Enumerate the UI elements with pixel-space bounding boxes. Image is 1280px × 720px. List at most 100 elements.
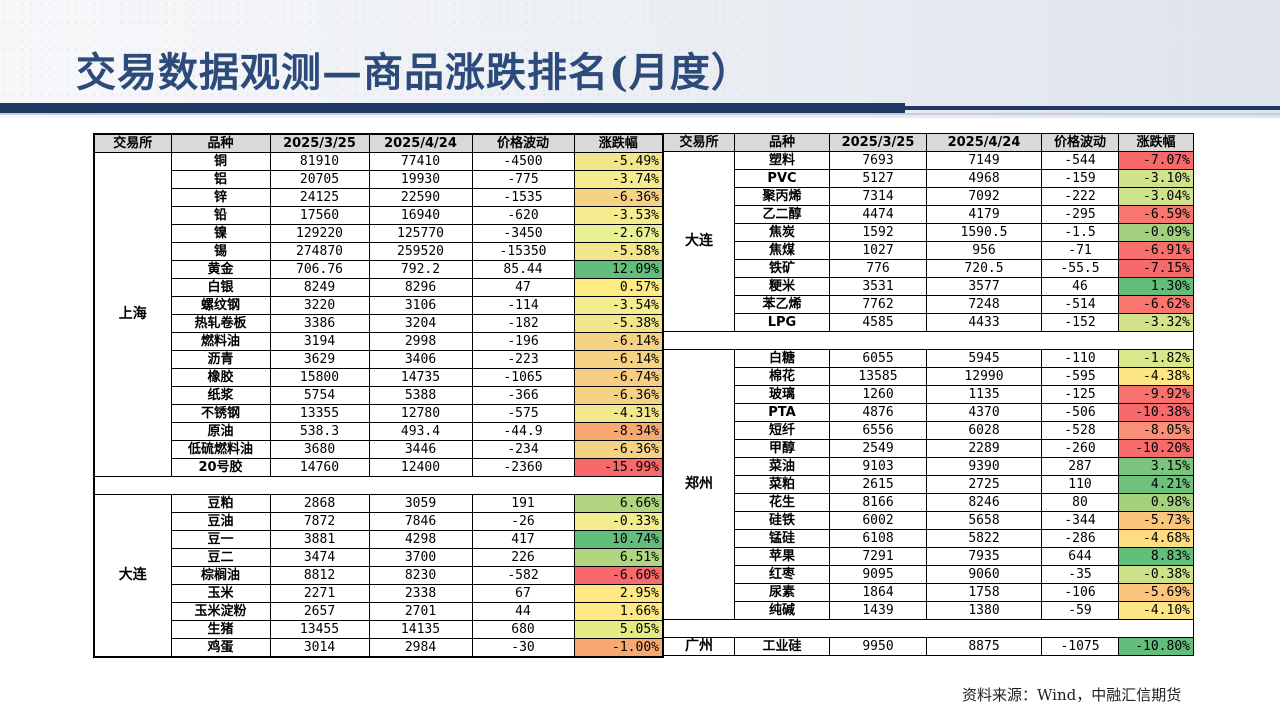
table-row: 菜油 9103 9390 287 3.15% — [664, 457, 1194, 476]
price-end-cell: 9060 — [926, 565, 1042, 584]
table-row: 豆一 3881 4298 417 10.74% — [94, 530, 664, 549]
pct-change-cell: -3.04% — [1118, 187, 1194, 206]
variety-cell: 豆油 — [170, 512, 271, 531]
variety-cell: 铝 — [170, 170, 271, 189]
variety-cell: 短纤 — [734, 421, 830, 440]
price-start-cell: 20705 — [269, 170, 370, 189]
price-end-cell: 4370 — [926, 403, 1042, 422]
price-change-cell: -3450 — [471, 224, 575, 243]
price-change-cell: 287 — [1041, 457, 1119, 476]
price-end-cell: 14135 — [368, 620, 473, 639]
price-end-cell: 6028 — [926, 421, 1042, 440]
variety-cell: 硅铁 — [734, 511, 830, 530]
variety-cell: PTA — [734, 403, 830, 422]
variety-cell: 棉花 — [734, 367, 830, 386]
header-exchange: 交易所 — [663, 133, 735, 152]
pct-change-cell: -6.14% — [573, 332, 664, 351]
price-start-cell: 706.76 — [269, 260, 370, 279]
pct-change-cell: 8.83% — [1118, 547, 1194, 566]
price-start-cell: 8249 — [269, 278, 370, 297]
table-row: 热轧卷板 3386 3204 -182 -5.38% — [94, 314, 664, 333]
price-end-cell: 493.4 — [368, 422, 473, 441]
table-row: LPG 4585 4433 -152 -3.32% — [664, 313, 1194, 332]
price-end-cell: 3106 — [368, 296, 473, 315]
price-change-cell: -114 — [471, 296, 575, 315]
price-end-cell: 1380 — [926, 601, 1042, 620]
price-end-cell: 4179 — [926, 205, 1042, 224]
pct-change-cell: -0.09% — [1118, 223, 1194, 242]
pct-change-cell: -3.32% — [1118, 313, 1194, 332]
table-row: 郑州 白糖 6055 5945 -110 -1.82% — [663, 349, 1194, 620]
variety-cell: 菜油 — [734, 457, 830, 476]
price-change-cell: -1.5 — [1041, 223, 1119, 242]
table-row: PVC 5127 4968 -159 -3.10% — [664, 169, 1194, 188]
header-texture — [0, 0, 1280, 118]
price-start-cell: 3386 — [269, 314, 370, 333]
price-start-cell: 274870 — [269, 242, 370, 261]
price-change-cell: 80 — [1041, 493, 1119, 512]
pct-change-cell: -8.34% — [573, 422, 664, 441]
price-change-cell: 47 — [471, 278, 575, 297]
table-header-row: 交易所 品种 2025/3/25 2025/4/24 价格波动 涨跌幅 — [663, 133, 1194, 152]
table-row: 乙二醇 4474 4179 -295 -6.59% — [664, 205, 1194, 224]
pct-change-cell: 6.66% — [573, 494, 664, 513]
pct-change-cell: -5.69% — [1118, 583, 1194, 602]
price-end-cell: 7092 — [926, 187, 1042, 206]
pct-change-cell: -6.91% — [1118, 241, 1194, 260]
variety-cell: 锌 — [170, 188, 271, 207]
price-start-cell: 14760 — [269, 458, 370, 477]
pct-change-cell: -6.14% — [573, 350, 664, 369]
price-change-cell: -152 — [1041, 313, 1119, 332]
price-end-cell: 3700 — [368, 548, 473, 567]
pct-change-cell: -15.99% — [573, 458, 664, 477]
pct-change-cell: 6.51% — [573, 548, 664, 567]
price-change-cell: -344 — [1041, 511, 1119, 530]
variety-cell: 焦煤 — [734, 241, 830, 260]
table-row: 短纤 6556 6028 -528 -8.05% — [664, 421, 1194, 440]
table-row: 白银 8249 8296 47 0.57% — [94, 278, 664, 297]
table-row: 菜粕 2615 2725 110 4.21% — [664, 475, 1194, 494]
price-change-cell: -71 — [1041, 241, 1119, 260]
pct-change-cell: -3.54% — [573, 296, 664, 315]
price-change-cell: 226 — [471, 548, 575, 567]
table-row: 花生 8166 8246 80 0.98% — [664, 493, 1194, 512]
price-start-cell: 13355 — [269, 404, 370, 423]
price-start-cell: 7314 — [829, 187, 927, 206]
table-row: 低硫燃料油 3680 3446 -234 -6.36% — [94, 440, 664, 459]
price-change-cell: -2360 — [471, 458, 575, 477]
exchange-cell: 上海 — [93, 152, 172, 477]
header-background — [0, 0, 1280, 118]
price-start-cell: 3881 — [269, 530, 370, 549]
variety-cell: 豆一 — [170, 530, 271, 549]
price-end-cell: 3204 — [368, 314, 473, 333]
price-start-cell: 3531 — [829, 277, 927, 296]
price-start-cell: 776 — [829, 259, 927, 278]
price-change-cell: -106 — [1041, 583, 1119, 602]
price-change-cell: -30 — [471, 638, 575, 658]
price-end-cell: 7935 — [926, 547, 1042, 566]
pct-change-cell: -7.07% — [1118, 151, 1194, 170]
variety-cell: 铜 — [170, 152, 271, 171]
price-change-cell: -595 — [1041, 367, 1119, 386]
variety-cell: 生猪 — [170, 620, 271, 639]
price-end-cell: 4968 — [926, 169, 1042, 188]
variety-cell: 玉米 — [170, 584, 271, 603]
price-start-cell: 13585 — [829, 367, 927, 386]
table-row: 铅 17560 16940 -620 -3.53% — [94, 206, 664, 225]
price-start-cell: 6002 — [829, 511, 927, 530]
price-start-cell: 1864 — [829, 583, 927, 602]
price-start-cell: 15800 — [269, 368, 370, 387]
price-end-cell: 5945 — [926, 349, 1042, 368]
pct-change-cell: -3.10% — [1118, 169, 1194, 188]
price-change-cell: -222 — [1041, 187, 1119, 206]
price-change-cell: -528 — [1041, 421, 1119, 440]
price-change-cell: -575 — [471, 404, 575, 423]
price-start-cell: 9095 — [829, 565, 927, 584]
table-row: 广州 工业硅 9950 8875 -1075 -10.80% — [663, 637, 1194, 656]
table-row: 棕榈油 8812 8230 -582 -6.60% — [94, 566, 664, 585]
price-change-cell: -196 — [471, 332, 575, 351]
price-start-cell: 6055 — [829, 349, 927, 368]
price-change-cell: -1065 — [471, 368, 575, 387]
variety-cell: 热轧卷板 — [170, 314, 271, 333]
pct-change-cell: -3.53% — [573, 206, 664, 225]
